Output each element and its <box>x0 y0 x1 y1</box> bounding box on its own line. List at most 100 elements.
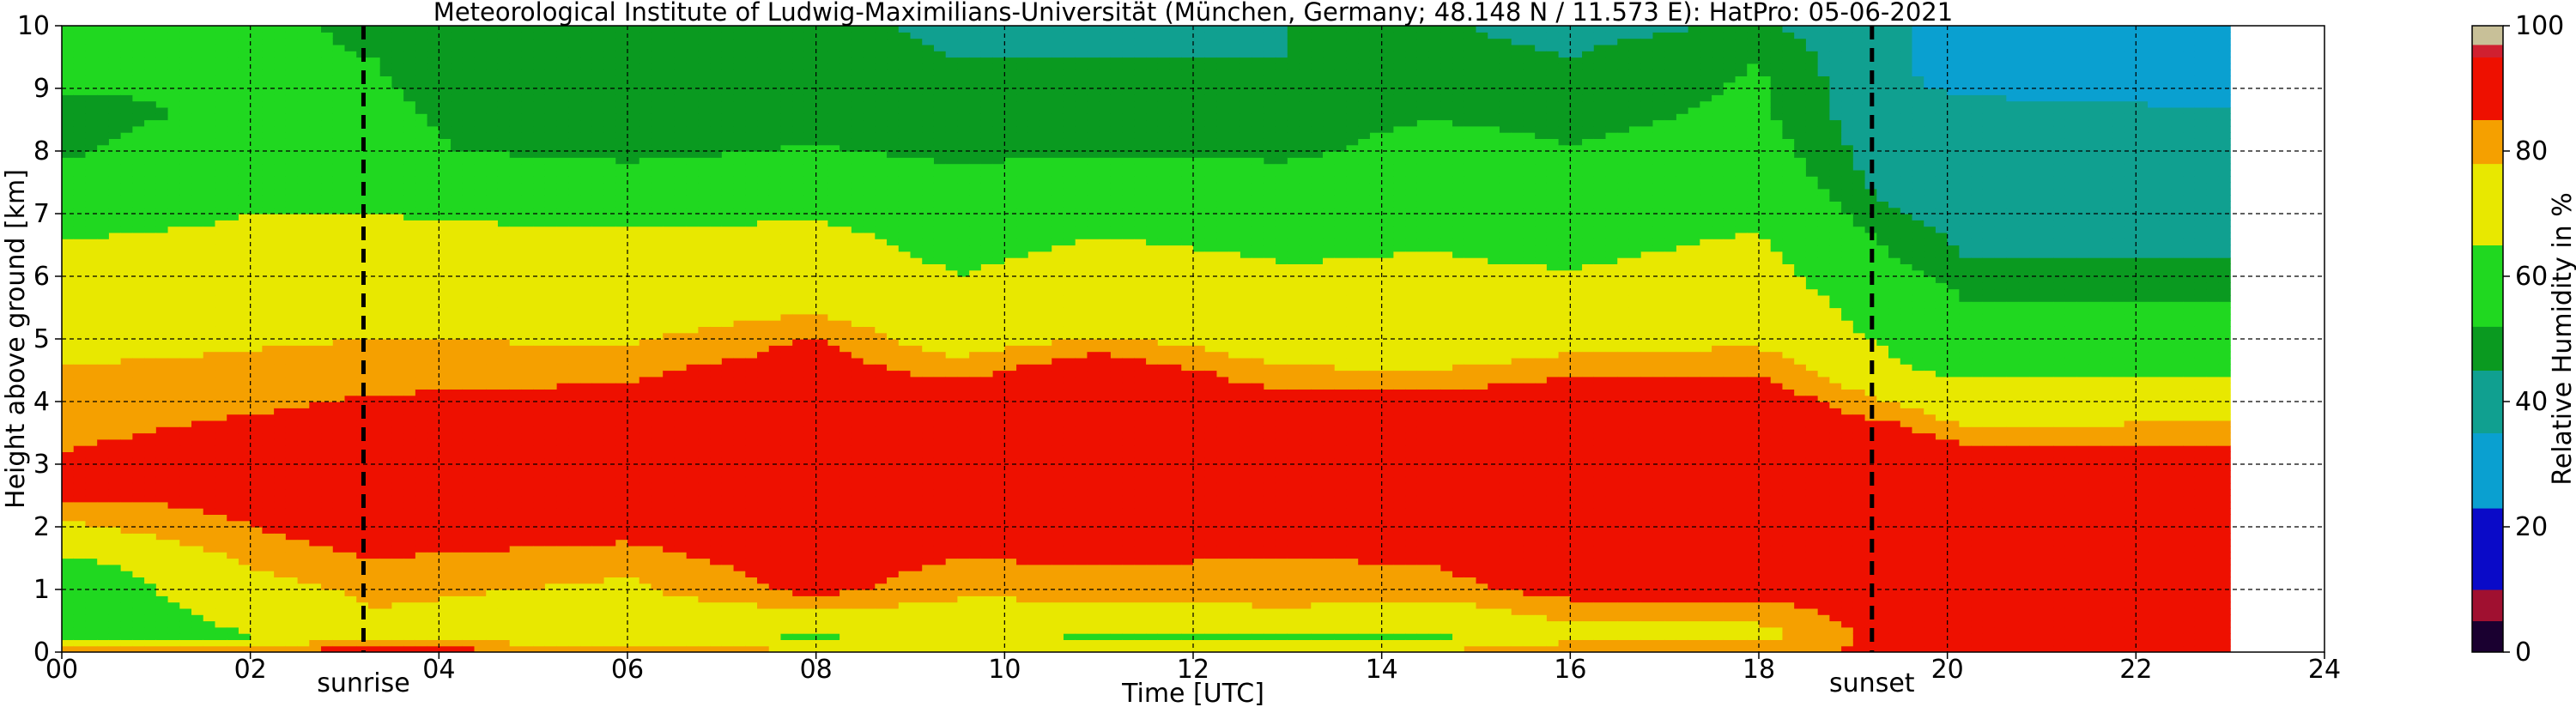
heatmap-cell <box>603 226 616 233</box>
heatmap-cell <box>155 420 169 427</box>
heatmap-cell <box>250 383 263 390</box>
heatmap-cell <box>580 176 593 184</box>
heatmap-cell <box>580 589 593 596</box>
heatmap-cell <box>179 69 192 76</box>
heatmap-cell <box>155 269 169 277</box>
heatmap-cell <box>451 138 464 146</box>
heatmap-cell <box>544 620 558 628</box>
heatmap-cell <box>203 520 216 528</box>
heatmap-cell <box>403 313 416 321</box>
heatmap-cell <box>215 633 227 640</box>
heatmap-cell <box>568 414 581 421</box>
heatmap-cell <box>73 464 87 471</box>
heatmap-cell <box>509 220 523 227</box>
heatmap-cell <box>509 157 523 165</box>
heatmap-cell <box>203 645 216 652</box>
heatmap-cell <box>108 106 122 114</box>
heatmap-cell <box>568 383 581 390</box>
heatmap-cell <box>62 282 75 290</box>
heatmap-cell <box>615 639 628 647</box>
heatmap-cell <box>321 214 334 221</box>
heatmap-cell <box>62 63 75 70</box>
heatmap-cell <box>179 595 192 603</box>
heatmap-cell <box>203 345 216 353</box>
heatmap-cell <box>427 402 439 408</box>
heatmap-cell <box>344 520 357 528</box>
heatmap-cell <box>603 288 616 296</box>
heatmap-cell <box>521 125 534 133</box>
heatmap-cell <box>591 288 605 296</box>
heatmap-cell <box>191 495 204 503</box>
heatmap-cell <box>556 539 569 547</box>
heatmap-cell <box>556 626 569 634</box>
heatmap-cell <box>591 169 605 177</box>
heatmap-cell <box>533 195 546 202</box>
heatmap-cell <box>179 383 192 390</box>
heatmap-cell <box>97 438 110 446</box>
heatmap-cell <box>227 214 239 221</box>
heatmap-cell <box>191 527 204 534</box>
heatmap-cell <box>580 332 593 340</box>
heatmap-cell <box>486 476 499 484</box>
heatmap-cell <box>321 607 334 615</box>
heatmap-cell <box>497 514 511 522</box>
heatmap-cell <box>62 69 75 76</box>
heatmap-cell <box>85 207 98 215</box>
heatmap-cell <box>132 470 145 478</box>
heatmap-cell <box>85 495 98 503</box>
heatmap-cell <box>591 263 605 271</box>
heatmap-cell <box>427 38 439 45</box>
heatmap-cell <box>462 288 476 296</box>
heatmap-cell <box>297 376 310 384</box>
heatmap-cell <box>132 457 145 465</box>
heatmap-cell <box>486 558 499 565</box>
heatmap-cell <box>486 94 499 102</box>
heatmap-cell <box>73 282 87 290</box>
heatmap-cell <box>580 151 593 158</box>
heatmap-cell <box>497 320 511 327</box>
heatmap-cell <box>297 26 310 33</box>
heatmap-cell <box>144 26 157 33</box>
heatmap-cell <box>227 26 239 33</box>
heatmap-cell <box>415 188 428 196</box>
heatmap-cell <box>544 220 558 227</box>
heatmap-cell <box>379 645 393 652</box>
heatmap-cell <box>344 470 357 478</box>
heatmap-cell <box>285 220 299 227</box>
heatmap-cell <box>155 151 169 158</box>
heatmap-cell <box>639 533 652 541</box>
heatmap-cell <box>497 232 511 239</box>
heatmap-cell <box>285 176 299 184</box>
heatmap-cell <box>367 633 381 640</box>
heatmap-cell <box>544 169 558 177</box>
heatmap-cell <box>155 476 169 484</box>
heatmap-cell <box>227 402 239 408</box>
heatmap-cell <box>533 408 546 415</box>
heatmap-cell <box>533 370 546 378</box>
heatmap-cell <box>85 188 98 196</box>
heatmap-cell <box>379 239 393 246</box>
heatmap-cell <box>403 182 416 190</box>
heatmap-cell <box>556 489 569 497</box>
heatmap-cell <box>521 100 534 108</box>
heatmap-cell <box>568 645 581 652</box>
heatmap-cell <box>132 508 145 515</box>
heatmap-cell <box>556 125 569 133</box>
heatmap-cell <box>62 482 75 490</box>
heatmap-cell <box>439 389 452 396</box>
heatmap-cell <box>474 527 487 534</box>
heatmap-cell <box>415 82 428 89</box>
heatmap-cell <box>462 482 476 490</box>
heatmap-cell <box>285 571 299 577</box>
heatmap-cell <box>486 125 499 133</box>
heatmap-cell <box>250 119 263 127</box>
heatmap-cell <box>580 558 593 565</box>
heatmap-cell <box>62 432 75 440</box>
heatmap-cell <box>227 220 239 227</box>
heatmap-cell <box>439 408 452 415</box>
heatmap-cell <box>85 527 98 534</box>
heatmap-cell <box>639 489 652 497</box>
heatmap-cell <box>497 195 511 202</box>
heatmap-cell <box>639 151 652 158</box>
heatmap-cell <box>297 364 310 372</box>
